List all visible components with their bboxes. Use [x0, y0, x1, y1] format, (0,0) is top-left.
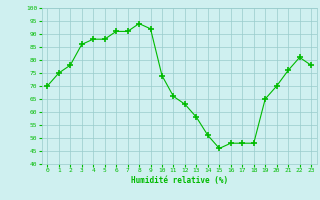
X-axis label: Humidité relative (%): Humidité relative (%) — [131, 176, 228, 185]
